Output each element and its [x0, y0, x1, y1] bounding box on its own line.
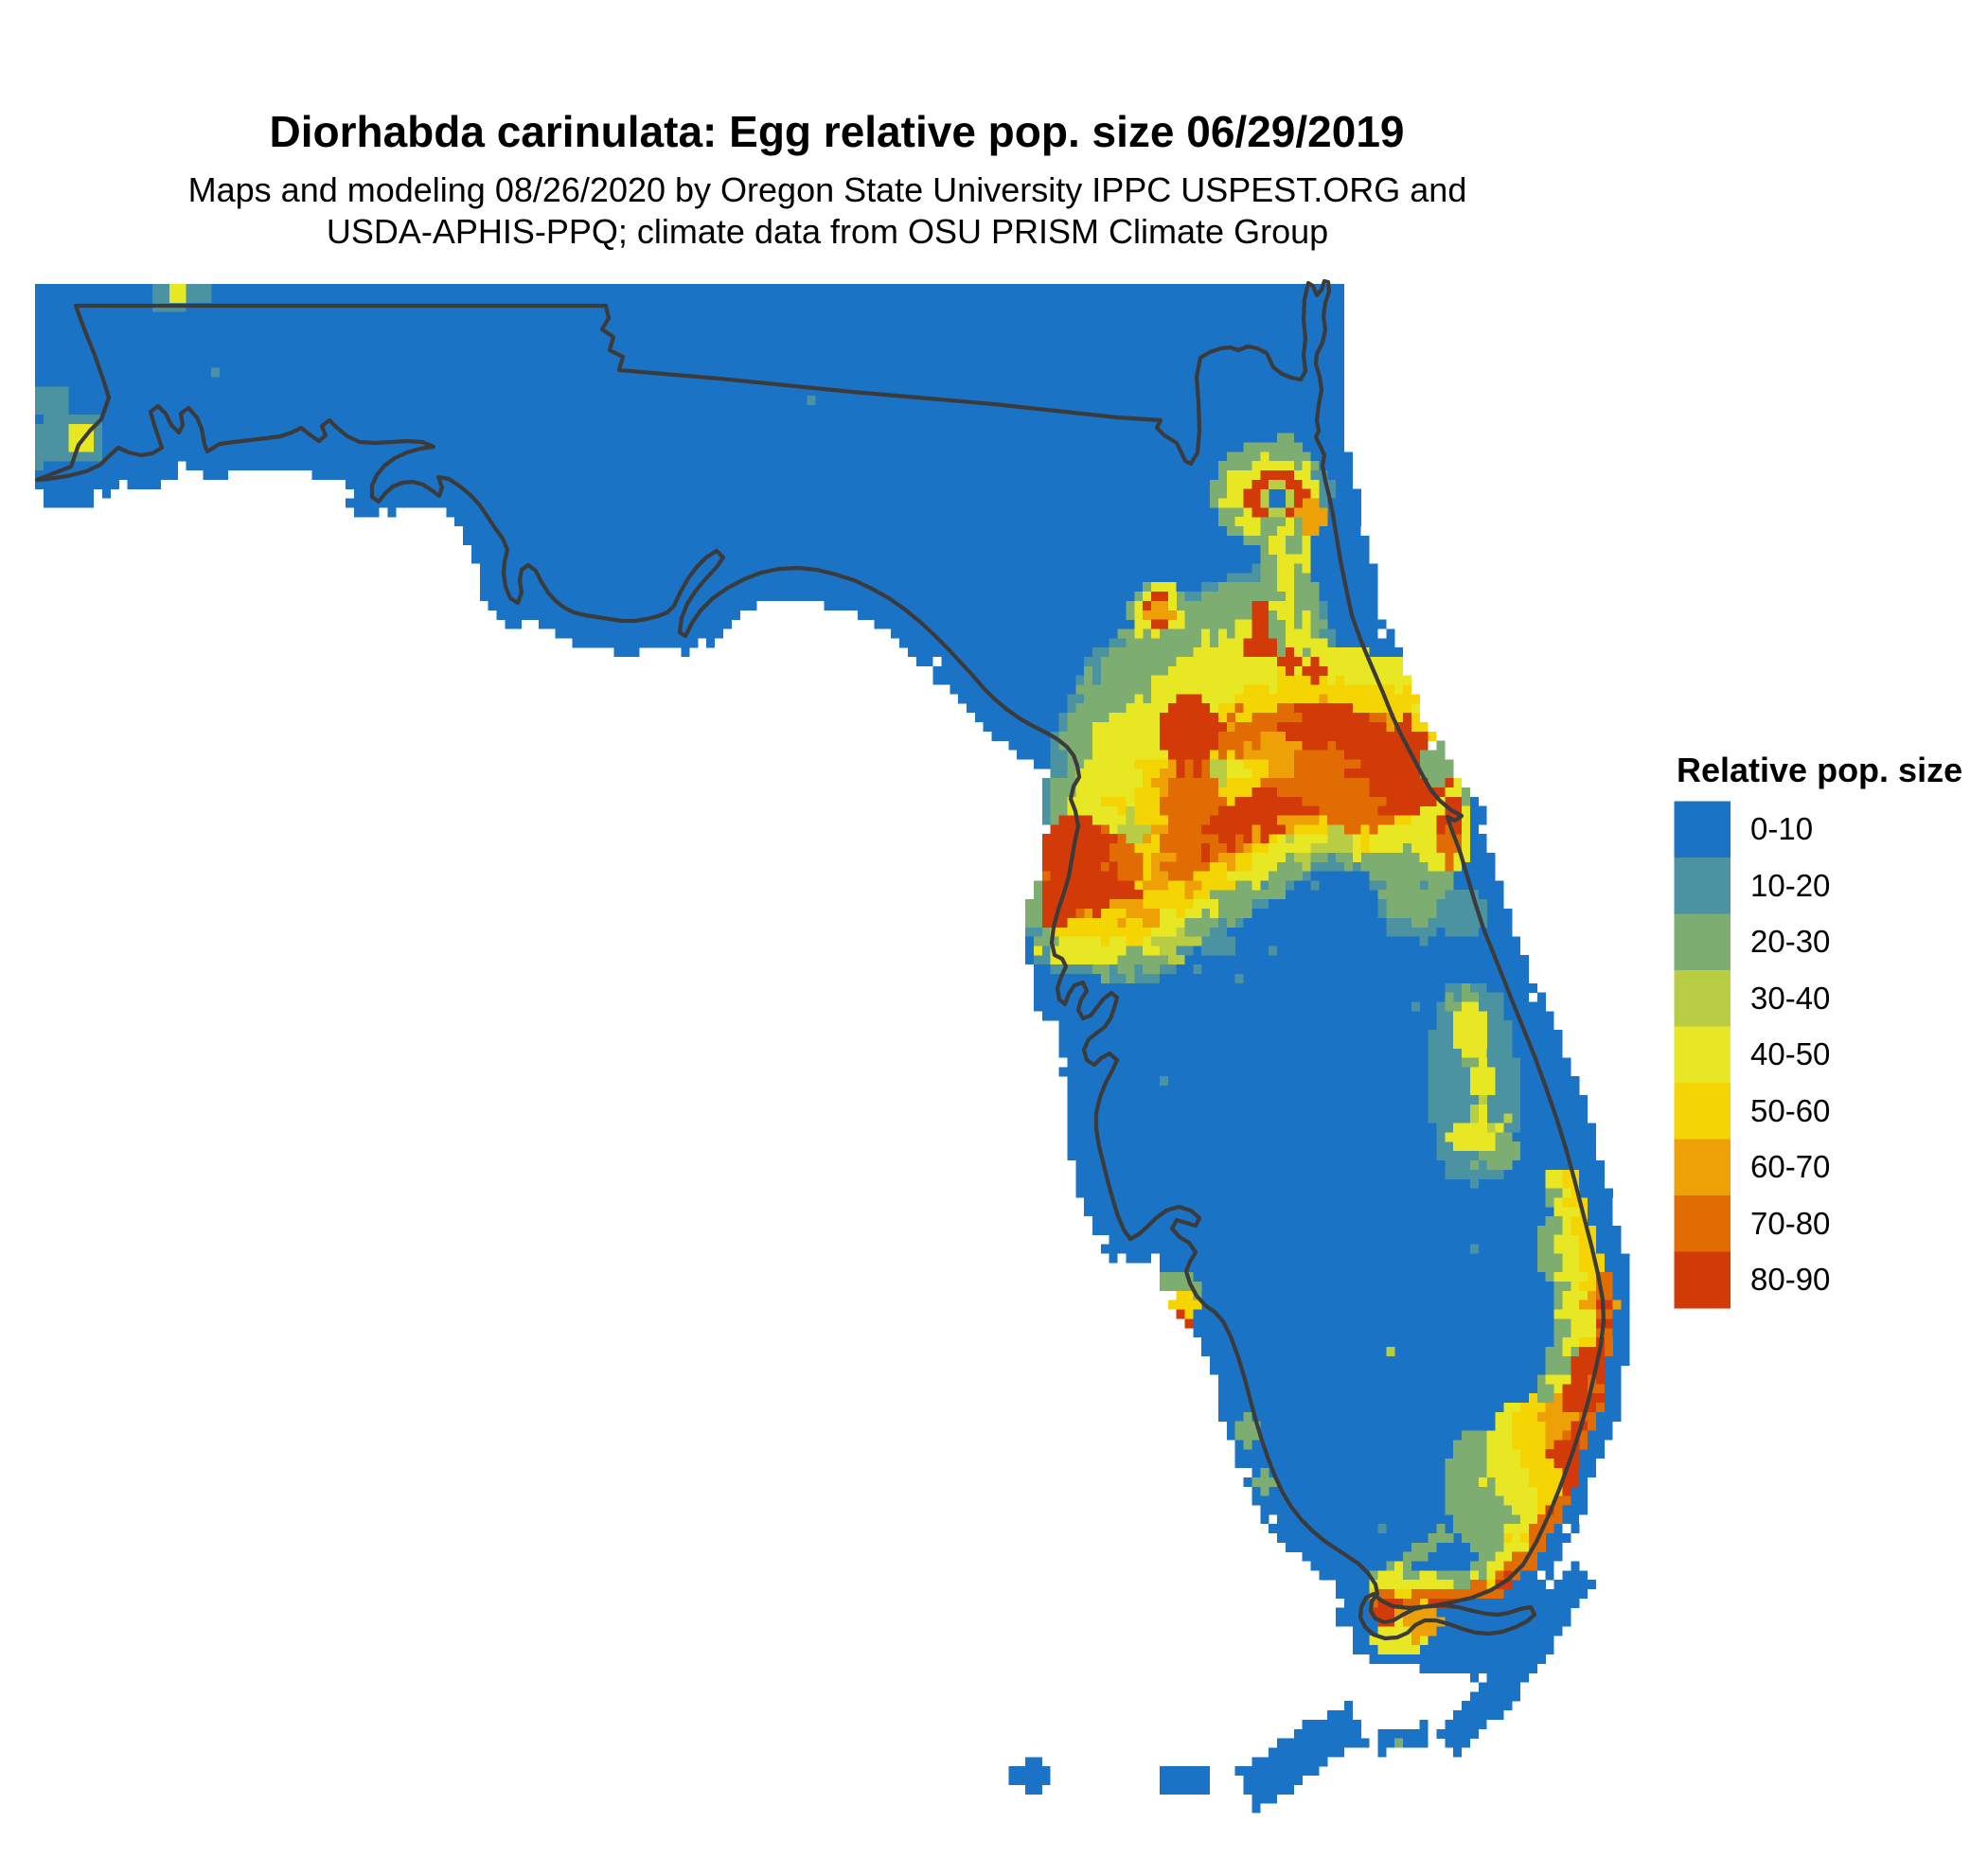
svg-text:60-70: 60-70 — [1750, 1149, 1830, 1184]
svg-text:50-60: 50-60 — [1750, 1093, 1830, 1128]
svg-text:80-90: 80-90 — [1750, 1262, 1830, 1297]
svg-text:30-40: 30-40 — [1750, 981, 1830, 1016]
svg-text:USDA-APHIS-PPQ; climate data f: USDA-APHIS-PPQ; climate data from OSU PR… — [327, 212, 1328, 251]
svg-text:Relative pop. size: Relative pop. size — [1677, 751, 1962, 789]
svg-text:Maps and modeling 08/26/2020 b: Maps and modeling 08/26/2020 by Oregon S… — [188, 170, 1467, 209]
svg-text:Diorhabda carinulata: Egg rela: Diorhabda carinulata: Egg relative pop. … — [269, 107, 1404, 156]
svg-text:10-20: 10-20 — [1750, 868, 1830, 903]
svg-text:40-50: 40-50 — [1750, 1036, 1830, 1071]
svg-text:20-30: 20-30 — [1750, 924, 1830, 959]
svg-text:70-80: 70-80 — [1750, 1206, 1830, 1241]
svg-text:0-10: 0-10 — [1750, 811, 1813, 846]
